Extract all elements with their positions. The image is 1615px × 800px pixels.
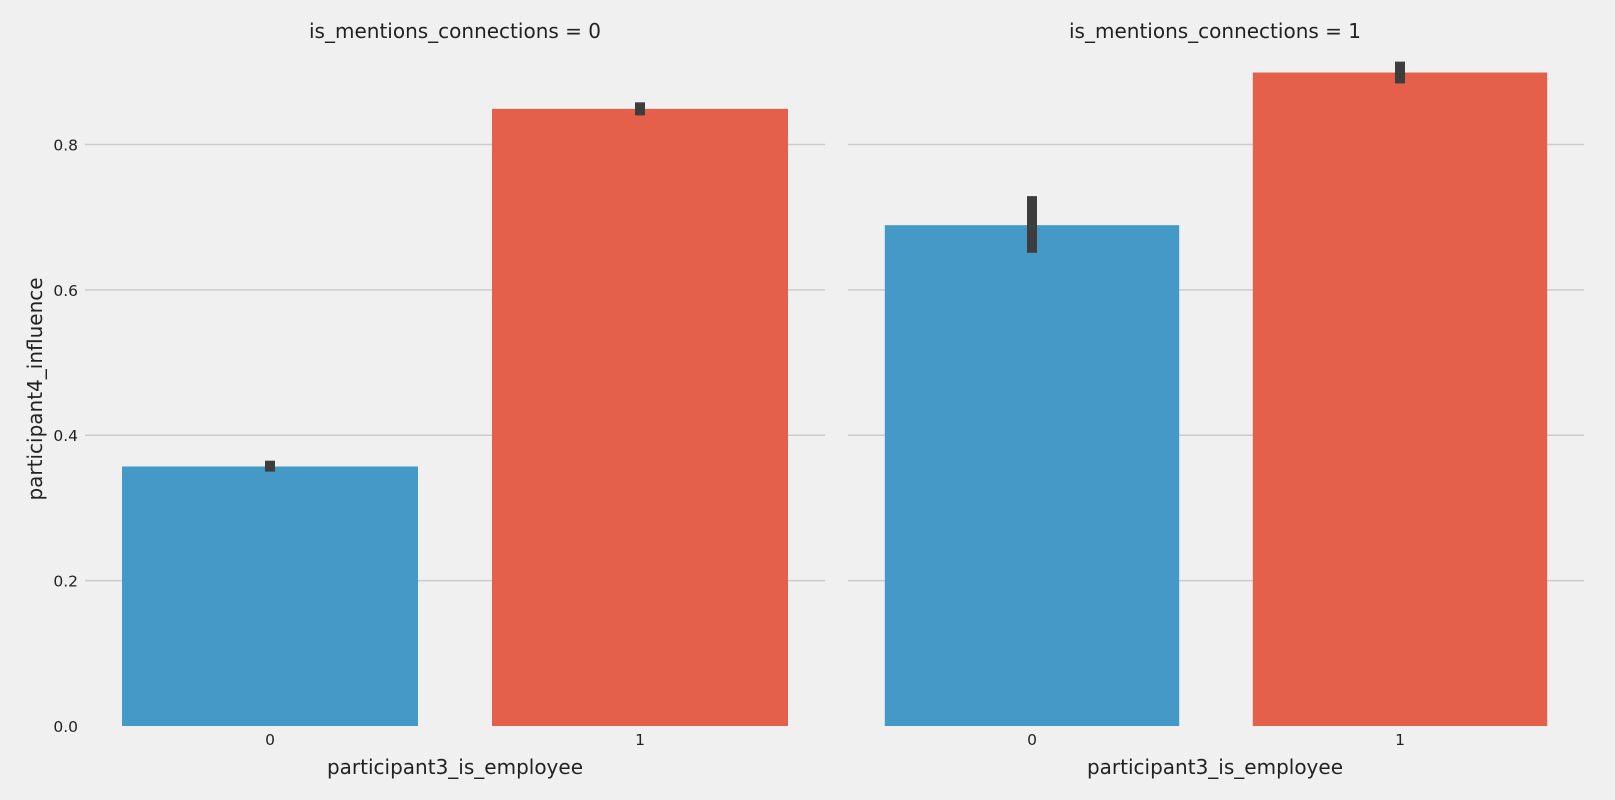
panel-right-bars [884, 72, 1548, 727]
y-tick-label: 0.2 [53, 573, 78, 591]
panel-right-error-bars [1027, 61, 1405, 253]
bar [1252, 72, 1548, 727]
panel-right-x-axis-label: participant3_is_employee [1087, 755, 1343, 779]
x-tick-label: 1 [1395, 731, 1405, 749]
x-tick-label: 0 [1027, 731, 1037, 749]
x-tick-label: 1 [635, 731, 645, 749]
y-tick-label: 0.8 [53, 136, 78, 154]
panel-right-title: is_mentions_connections = 1 [1069, 19, 1361, 43]
panel-left-bars [122, 108, 788, 726]
panel-left-x-axis-label: participant3_is_employee [327, 755, 583, 779]
panel-left-error-bars [265, 102, 645, 472]
bar [492, 108, 788, 726]
bar [122, 466, 418, 726]
x-tick-label: 0 [265, 731, 275, 749]
panel-left-y-ticks: 0.0 0.2 0.4 0.6 0.8 [53, 136, 78, 736]
y-axis-label: participant4_influence [23, 277, 47, 500]
y-tick-label: 0.0 [53, 718, 78, 736]
y-tick-label: 0.4 [53, 427, 78, 445]
panel-left-title: is_mentions_connections = 0 [309, 19, 601, 43]
y-tick-label: 0.6 [53, 282, 78, 300]
bar [884, 225, 1180, 726]
